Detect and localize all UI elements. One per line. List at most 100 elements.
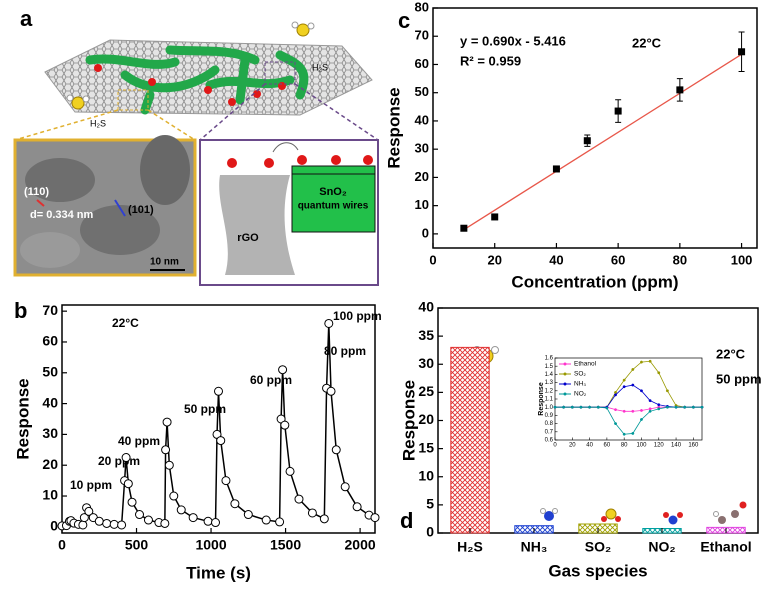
h2s-label: H₂S <box>312 62 328 72</box>
transfer-arrow <box>272 142 299 153</box>
data-marker <box>294 494 304 504</box>
data-marker <box>640 360 643 364</box>
y-tick-label: 1.4 <box>545 372 554 378</box>
y-tick-label: 25 <box>418 383 434 399</box>
annotation: 100 ppm <box>333 309 382 323</box>
y-axis-title: Response <box>13 378 32 459</box>
data-marker <box>553 405 557 409</box>
data-marker <box>216 436 226 446</box>
data-point <box>614 107 622 115</box>
zoom-box <box>264 61 296 85</box>
x-tick-label: 40 <box>549 252 563 267</box>
x-tick-label: 100 <box>731 252 753 267</box>
x-axis-title: Gas species <box>548 561 647 580</box>
data-marker <box>117 520 127 530</box>
data-marker <box>674 405 678 409</box>
d-spacing: d= 0.334 nm <box>30 209 94 221</box>
y-tick-label: 0.9 <box>545 413 554 419</box>
plot-frame <box>61 304 376 534</box>
y-tick-label: 0 <box>50 518 58 534</box>
y-tick-label: 1.0 <box>545 405 554 411</box>
data-marker <box>562 405 566 409</box>
legend-marker <box>563 382 567 386</box>
data-marker <box>211 518 221 528</box>
zoom-box <box>117 89 149 111</box>
y-tick-label: 30 <box>415 141 429 156</box>
data-marker <box>164 460 174 470</box>
x-tick-label: 0 <box>553 443 557 449</box>
data-marker <box>648 359 652 363</box>
x-tick-label: 20 <box>487 252 501 267</box>
annotation: 10 ppm <box>70 478 112 492</box>
rgo-shape <box>219 175 295 275</box>
x-tick-label: 160 <box>688 443 699 449</box>
zoom-lines <box>14 109 196 141</box>
sno2-block <box>291 165 376 233</box>
data-marker <box>324 318 334 328</box>
y-tick-label: 0 <box>422 225 429 240</box>
legend-marker <box>563 372 567 376</box>
annotation: 22°C <box>632 35 662 50</box>
sno2-label: quantum wires <box>298 201 369 212</box>
y-tick-label: 1.2 <box>545 388 554 394</box>
data-marker <box>691 405 695 409</box>
x-tick-label: 140 <box>671 443 682 449</box>
data-marker <box>352 502 362 512</box>
annotation: 40 ppm <box>118 434 160 448</box>
x-tick-label: Ethanol <box>700 539 751 555</box>
data-marker <box>326 386 336 396</box>
data-marker <box>622 432 626 436</box>
data-marker <box>640 418 643 421</box>
y-tick-label: 50 <box>42 363 58 379</box>
data-marker <box>631 409 635 413</box>
data-marker <box>123 479 133 489</box>
data-marker <box>84 506 94 516</box>
y-tick-label: 70 <box>42 302 58 318</box>
y-tick-label: 35 <box>418 327 434 343</box>
x-tick-label: 80 <box>673 252 687 267</box>
data-marker <box>94 516 104 526</box>
annotation: 20 ppm <box>98 454 140 468</box>
data-marker <box>665 405 669 409</box>
data-marker <box>143 515 153 525</box>
data-marker <box>188 513 198 523</box>
data-marker <box>169 491 179 501</box>
annotation: 22°C <box>112 316 139 330</box>
data-marker <box>648 407 652 411</box>
x-tick-label: 2000 <box>345 537 376 553</box>
h2s-molecule-left <box>66 94 90 110</box>
data-marker <box>127 497 137 507</box>
x-tick-label: 20 <box>569 443 576 449</box>
y-tick-label: 0.8 <box>545 421 554 427</box>
data-marker <box>160 518 170 528</box>
y-tick-label: 10 <box>418 467 434 483</box>
x-tick-label: SO₂ <box>585 539 611 555</box>
panel-a: a H₂S H₂S <box>13 6 379 286</box>
data-marker <box>640 389 643 393</box>
zoom-lines <box>199 83 379 141</box>
data-point <box>491 213 499 221</box>
y-tick-label: 40 <box>42 394 58 410</box>
annotation: y = 0.690x - 5.416 <box>460 33 566 48</box>
y-tick-label: 5 <box>426 496 434 512</box>
data-marker <box>605 406 609 410</box>
data-marker <box>631 431 635 435</box>
h2s-label: H₂S <box>90 118 106 128</box>
data-marker <box>631 383 635 387</box>
legend-marker <box>563 362 567 366</box>
x-tick-label: 60 <box>611 252 625 267</box>
x-tick-label: 500 <box>125 537 149 553</box>
panel-label: c <box>398 8 410 33</box>
legend-label: NO₂ <box>574 391 587 398</box>
data-marker <box>640 409 643 412</box>
panel-label: b <box>14 298 27 323</box>
data-marker <box>340 482 350 492</box>
y-tick-label: 0.7 <box>545 429 554 435</box>
y-tick-label: 40 <box>418 299 434 315</box>
y-tick-label: 50 <box>415 84 429 99</box>
x-tick-label: 1500 <box>270 537 301 553</box>
x-tick-label: 40 <box>586 443 593 449</box>
data-marker <box>657 403 661 407</box>
x-tick-label: 80 <box>621 443 628 449</box>
y-tick-label: 40 <box>415 112 429 127</box>
